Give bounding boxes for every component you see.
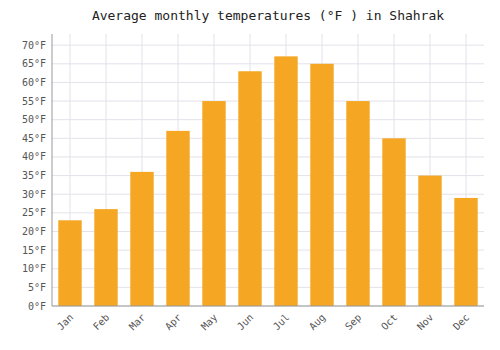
x-tick-label: Apr [163, 312, 184, 333]
grid-line [52, 306, 484, 307]
x-tick-label: Dec [451, 312, 472, 333]
x-axis-line [52, 306, 484, 307]
y-tick-label: 25°F [22, 207, 46, 218]
x-tick-label: May [199, 312, 220, 333]
bar [310, 64, 333, 306]
y-tick-label: 65°F [22, 58, 46, 69]
y-tick-label: 55°F [22, 96, 46, 107]
x-tick-label: Aug [307, 312, 328, 333]
y-tick-label: 20°F [22, 226, 46, 237]
bar [346, 101, 369, 306]
grid-line [52, 101, 484, 102]
y-tick-label: 30°F [22, 189, 46, 200]
grid-line [52, 82, 484, 83]
x-tick-label: Nov [415, 312, 436, 333]
y-tick-label: 60°F [22, 77, 46, 88]
y-tick-label: 10°F [22, 263, 46, 274]
y-tick-label: 50°F [22, 114, 46, 125]
grid-line [52, 156, 484, 157]
x-tick-label: Jan [55, 312, 76, 333]
grid [52, 34, 484, 306]
grid-line [52, 138, 484, 139]
grid-line [52, 119, 484, 120]
bar [202, 101, 225, 306]
grid-line [52, 45, 484, 46]
bar [58, 220, 81, 306]
x-tick-label: Oct [379, 312, 400, 333]
y-tick-label: 5°F [28, 282, 46, 293]
x-tick-label: Feb [91, 312, 112, 333]
x-tick-label: Sep [343, 312, 364, 333]
bar [382, 138, 405, 306]
bar [454, 198, 477, 306]
y-tick-label: 15°F [22, 245, 46, 256]
y-tick-label: 0°F [28, 301, 46, 312]
y-tick-label: 70°F [22, 40, 46, 51]
title: Average monthly temperatures (°F ) in Sh… [92, 8, 444, 23]
x-tick-label: Jun [235, 312, 256, 333]
bar [130, 172, 153, 306]
bar [166, 131, 189, 306]
bar [94, 209, 117, 306]
bar [238, 71, 261, 306]
y-tick-label: 40°F [22, 151, 46, 162]
bars [58, 56, 477, 306]
y-tick-label: 35°F [22, 170, 46, 181]
x-tick-label: Mar [127, 312, 148, 333]
y-tick-label: 45°F [22, 133, 46, 144]
chart: Average monthly temperatures (°F ) in Sh… [0, 0, 500, 350]
bar [274, 56, 297, 306]
bar [418, 176, 441, 306]
grid-line [52, 63, 484, 64]
x-tick-label: Jul [271, 312, 292, 333]
y-axis-line [52, 34, 53, 306]
